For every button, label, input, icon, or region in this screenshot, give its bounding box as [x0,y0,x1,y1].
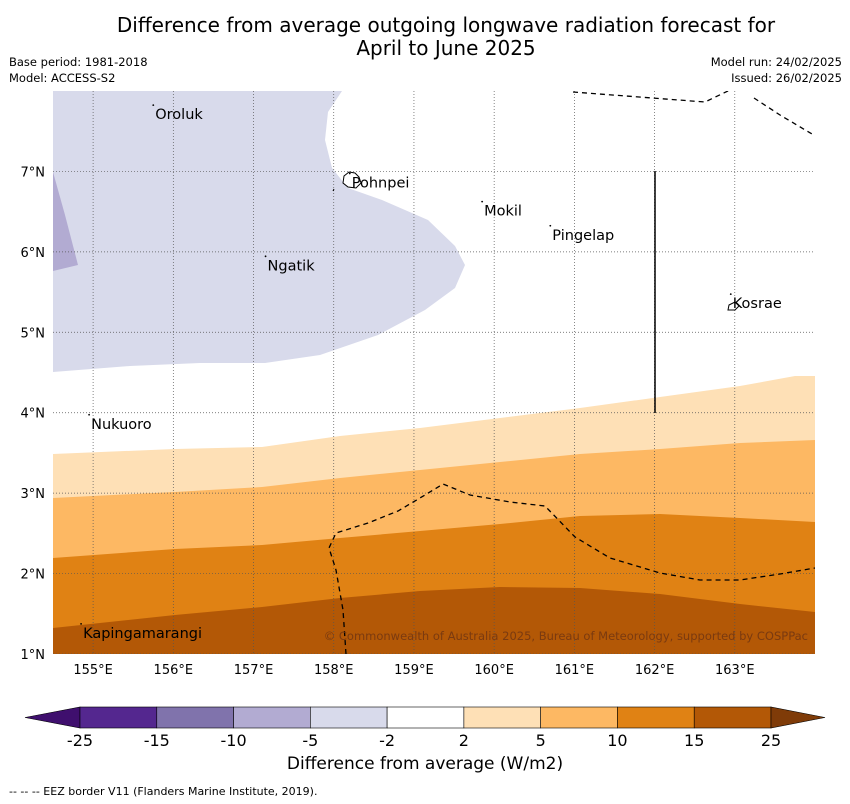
place-label: Pingelap [552,228,614,244]
model-text: Model: ACCESS-S2 [9,71,116,85]
place-marker [481,200,484,203]
colorbar-tick-label: -10 [220,731,246,750]
x-tick-label: 160°E [474,663,514,678]
y-tick-label: 4°N [21,407,46,422]
colorbar-segment [310,706,388,729]
place-label: Oroluk [155,107,203,123]
x-tick-label: 155°E [73,663,113,678]
colorbar-tick-label: -25 [67,731,93,750]
place-label: Nukuoro [91,417,152,433]
place-marker [80,622,82,625]
pohnpei-island-outline [342,171,362,189]
colorbar-segment [693,706,772,729]
anomaly-15to25-band [53,587,815,654]
place-marker [88,413,90,416]
anomaly-minus5-region [53,91,465,372]
place-marker [152,104,155,107]
place-marker [264,255,267,258]
issued-text: Issued: 26/02/2025 [731,71,842,85]
title-line-1: Difference from average outgoing longwav… [116,13,776,37]
colorbar-segment [156,706,234,729]
place-label: Kosrae [733,296,782,312]
colorbar-segment [617,706,695,729]
colorbar-tick-label: -5 [302,731,318,750]
colorbar-tick-label: -2 [379,731,395,750]
place-marker [549,224,552,227]
colorbar-extend-max [770,706,826,729]
x-tick-label: 156°E [154,663,194,678]
colorbar-segment [463,706,541,729]
colorbar-segment [540,706,618,729]
pohnpei-islet [332,188,335,192]
colorbar-extend-min [24,706,81,729]
meta-left: Base period: 1981-2018 Model: ACCESS-S2 [9,54,148,86]
anomaly-minus10-region [53,172,78,271]
x-axis-ticks: 155°E 156°E 157°E 158°E 159°E 160°E 161°E 162°E… [73,663,754,678]
eez-border-south [328,483,815,654]
colorbar-label: Difference from average (W/m2) [286,754,564,774]
base-period-text: Base period: 1981-2018 [9,55,148,69]
y-tick-label: 2°N [21,568,46,583]
map-title: Difference from average outgoing longwav… [40,14,850,60]
x-tick-label: 163°E [715,663,755,678]
x-tick-label: 159°E [394,663,434,678]
eez-footnote: -- -- -- EEZ border V11 (Flanders Marine… [9,785,318,798]
y-tick-label: 6°N [21,246,46,261]
colorbar-tick-label: -15 [144,731,170,750]
colorbar-segment [386,706,465,729]
y-axis-ticks: 1°N 2°N 3°N 4°N 5°N 6°N 7°N [21,165,46,663]
place-labels: Oroluk Pohnpei Mokil Pingelap Ngatik Kosrae Nu… [80,104,782,642]
place-label: Ngatik [268,258,316,274]
colorbar: -25 -15 -10 -5 -2 2 5 10 15 25 [24,706,826,750]
colorbar-segment [233,706,311,729]
meta-right: Model run: 24/02/2025 Issued: 26/02/2025 [711,54,842,86]
place-marker [729,293,732,296]
y-tick-label: 5°N [21,326,46,341]
colorbar-segment [79,706,158,729]
y-tick-label: 1°N [21,648,46,663]
x-tick-label: 158°E [314,663,354,678]
place-label: Pohnpei [352,175,410,191]
x-tick-label: 161°E [555,663,595,678]
model-run-text: Model run: 24/02/2025 [710,55,842,69]
colorbar-tick-label: 15 [684,731,704,750]
colorbar-tick-label: 5 [536,731,546,750]
place-marker [348,172,351,175]
place-label: Kapingamarangi [83,626,202,642]
colorbar-tick-label: 2 [459,731,469,750]
map-plot-area: Oroluk Pohnpei Mokil Pingelap Ngatik Kosrae Nu… [53,91,815,654]
eez-border-northeast [753,97,813,135]
title-line-2: April to June 2025 [356,36,536,60]
place-label: Mokil [484,204,522,220]
x-tick-label: 157°E [234,663,274,678]
copyright-text: © Commonwealth of Australia 2025, Bureau… [324,629,808,643]
colorbar-tick-label: 25 [761,731,781,750]
x-tick-label: 162°E [635,663,675,678]
kosrae-island-outline [727,301,740,311]
colorbar-tick-label: 10 [607,731,627,750]
y-tick-label: 7°N [21,165,46,180]
y-tick-label: 3°N [21,487,46,502]
eez-borders [328,91,815,654]
